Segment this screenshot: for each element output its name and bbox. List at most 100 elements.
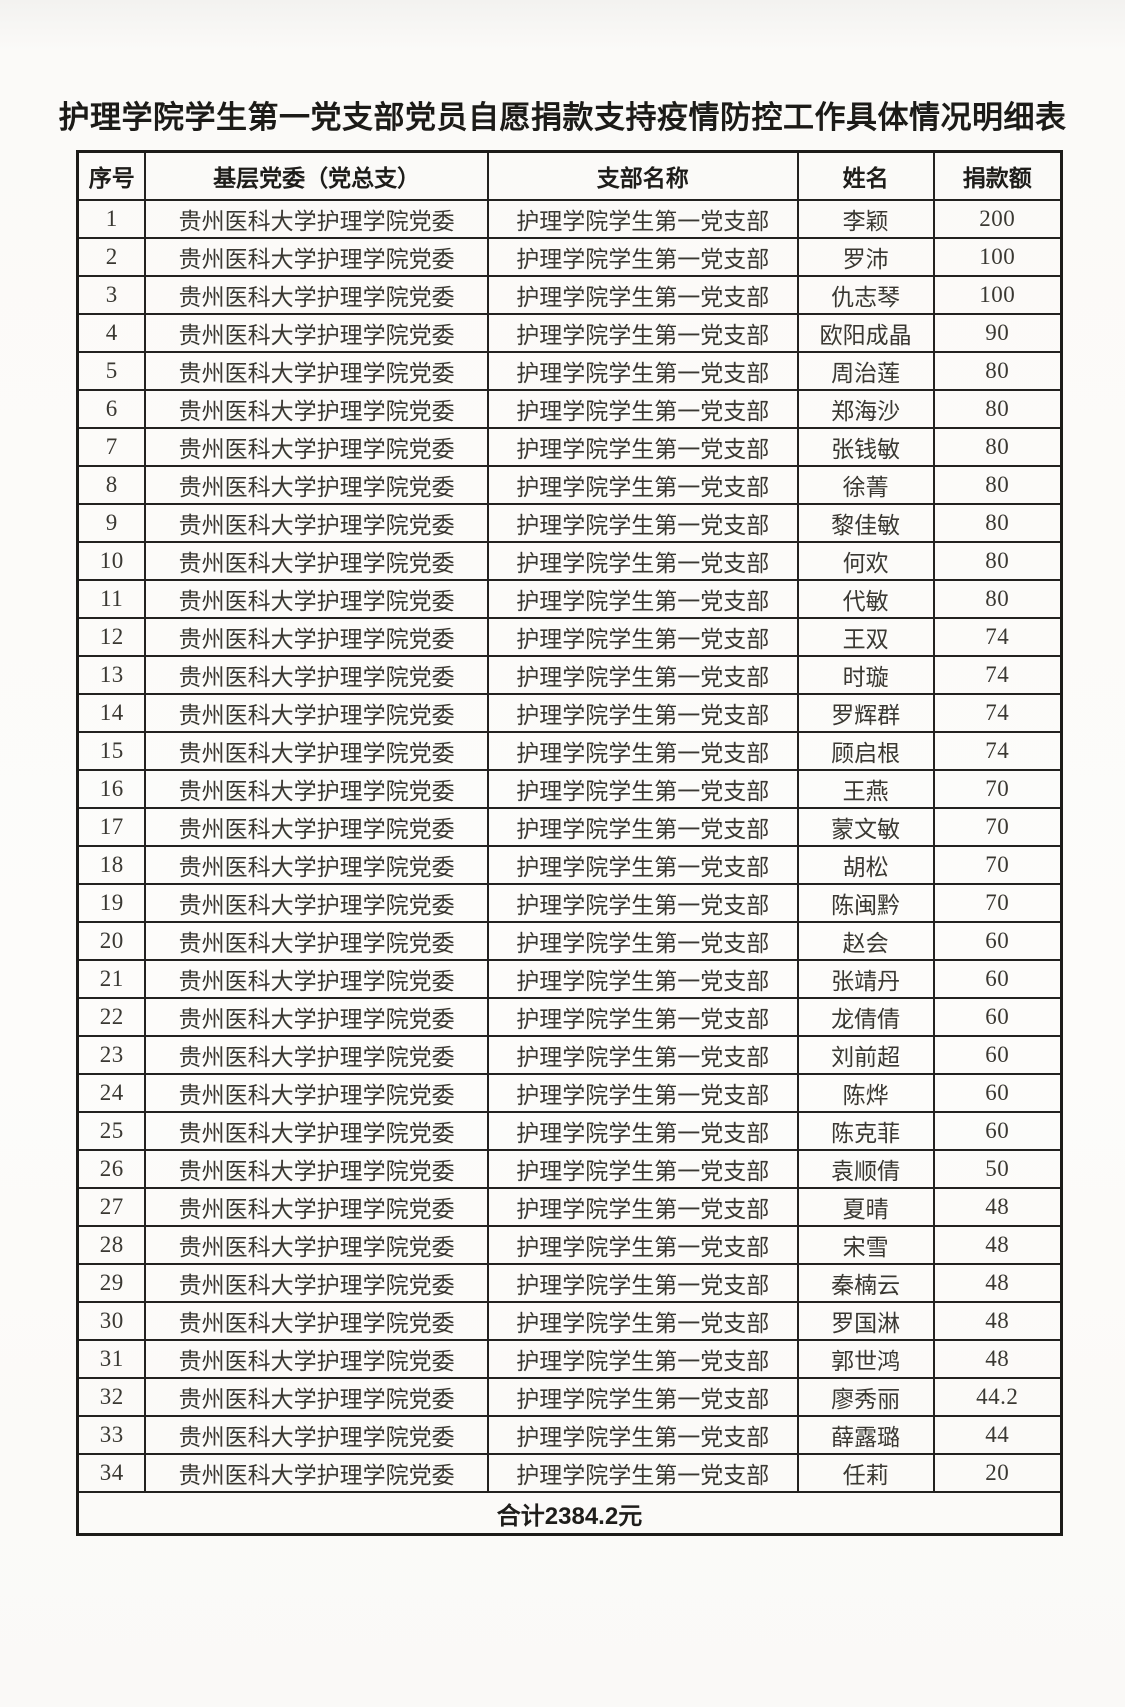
cell-serial: 10 — [76, 541, 147, 581]
cell-name: 张钱敏 — [796, 427, 935, 467]
cell-branch: 护理学院学生第一党支部 — [486, 313, 799, 353]
cell-name: 罗沛 — [796, 237, 935, 277]
table-row: 20 贵州医科大学护理学院党委 护理学院学生第一党支部 赵会 60 — [76, 921, 1063, 961]
cell-serial: 21 — [76, 959, 147, 999]
cell-committee: 贵州医科大学护理学院党委 — [144, 655, 489, 695]
cell-serial: 3 — [76, 275, 147, 315]
cell-name: 李颖 — [796, 199, 935, 239]
table-row: 13 贵州医科大学护理学院党委 护理学院学生第一党支部 时璇 74 — [76, 655, 1063, 695]
cell-amount: 60 — [932, 959, 1063, 999]
table-row: 12 贵州医科大学护理学院党委 护理学院学生第一党支部 王双 74 — [76, 617, 1063, 657]
table-row: 10 贵州医科大学护理学院党委 护理学院学生第一党支部 何欢 80 — [76, 541, 1063, 581]
cell-branch: 护理学院学生第一党支部 — [486, 1187, 799, 1227]
table-row: 16 贵州医科大学护理学院党委 护理学院学生第一党支部 王燕 70 — [76, 769, 1063, 809]
cell-amount: 20 — [932, 1453, 1063, 1493]
cell-serial: 13 — [76, 655, 147, 695]
table-row: 26 贵州医科大学护理学院党委 护理学院学生第一党支部 袁顺倩 50 — [76, 1149, 1063, 1189]
cell-committee: 贵州医科大学护理学院党委 — [144, 1111, 489, 1151]
cell-committee: 贵州医科大学护理学院党委 — [144, 997, 489, 1037]
cell-serial: 24 — [76, 1073, 147, 1113]
cell-amount: 60 — [932, 997, 1063, 1037]
cell-branch: 护理学院学生第一党支部 — [486, 731, 799, 771]
cell-name: 赵会 — [796, 921, 935, 961]
cell-amount: 60 — [932, 1111, 1063, 1151]
cell-committee: 贵州医科大学护理学院党委 — [144, 541, 489, 581]
cell-committee: 贵州医科大学护理学院党委 — [144, 1187, 489, 1227]
cell-amount: 44.2 — [932, 1377, 1063, 1417]
cell-committee: 贵州医科大学护理学院党委 — [144, 503, 489, 543]
table-row: 9 贵州医科大学护理学院党委 护理学院学生第一党支部 黎佳敏 80 — [76, 503, 1063, 543]
cell-branch: 护理学院学生第一党支部 — [486, 579, 799, 619]
cell-amount: 80 — [932, 579, 1063, 619]
cell-branch: 护理学院学生第一党支部 — [486, 199, 799, 239]
cell-branch: 护理学院学生第一党支部 — [486, 275, 799, 315]
cell-amount: 50 — [932, 1149, 1063, 1189]
cell-serial: 8 — [76, 465, 147, 505]
cell-serial: 27 — [76, 1187, 147, 1227]
cell-committee: 贵州医科大学护理学院党委 — [144, 1339, 489, 1379]
cell-serial: 15 — [76, 731, 147, 771]
cell-branch: 护理学院学生第一党支部 — [486, 1073, 799, 1113]
cell-committee: 贵州医科大学护理学院党委 — [144, 313, 489, 353]
cell-name: 罗国淋 — [796, 1301, 935, 1341]
cell-branch: 护理学院学生第一党支部 — [486, 807, 799, 847]
table-row: 28 贵州医科大学护理学院党委 护理学院学生第一党支部 宋雪 48 — [76, 1225, 1063, 1265]
cell-serial: 16 — [76, 769, 147, 809]
cell-amount: 200 — [932, 199, 1063, 239]
cell-serial: 23 — [76, 1035, 147, 1075]
cell-serial: 2 — [76, 237, 147, 277]
table-row: 24 贵州医科大学护理学院党委 护理学院学生第一党支部 陈烨 60 — [76, 1073, 1063, 1113]
donation-table-footer: 合计2384.2元 — [76, 1491, 1063, 1536]
cell-branch: 护理学院学生第一党支部 — [486, 541, 799, 581]
cell-serial: 9 — [76, 503, 147, 543]
cell-committee: 贵州医科大学护理学院党委 — [144, 199, 489, 239]
cell-serial: 19 — [76, 883, 147, 923]
cell-serial: 30 — [76, 1301, 147, 1341]
cell-serial: 4 — [76, 313, 147, 353]
cell-committee: 贵州医科大学护理学院党委 — [144, 731, 489, 771]
cell-name: 罗辉群 — [796, 693, 935, 733]
cell-name: 顾启根 — [796, 731, 935, 771]
cell-serial: 5 — [76, 351, 147, 391]
cell-serial: 25 — [76, 1111, 147, 1151]
cell-committee: 贵州医科大学护理学院党委 — [144, 1035, 489, 1075]
header-row: 序号 基层党委（党总支） 支部名称 姓名 捐款额 — [76, 150, 1063, 201]
cell-amount: 74 — [932, 655, 1063, 695]
page-title: 护理学院学生第一党支部党员自愿捐款支持疫情防控工作具体情况明细表 — [58, 100, 1067, 135]
cell-committee: 贵州医科大学护理学院党委 — [144, 1301, 489, 1341]
table-row: 5 贵州医科大学护理学院党委 护理学院学生第一党支部 周治莲 80 — [76, 351, 1063, 391]
cell-serial: 17 — [76, 807, 147, 847]
cell-name: 陈克菲 — [796, 1111, 935, 1151]
cell-branch: 护理学院学生第一党支部 — [486, 1301, 799, 1341]
table-row: 6 贵州医科大学护理学院党委 护理学院学生第一党支部 郑海沙 80 — [76, 389, 1063, 429]
cell-serial: 34 — [76, 1453, 147, 1493]
cell-name: 王燕 — [796, 769, 935, 809]
cell-committee: 贵州医科大学护理学院党委 — [144, 237, 489, 277]
table-row: 8 贵州医科大学护理学院党委 护理学院学生第一党支部 徐菁 80 — [76, 465, 1063, 505]
cell-name: 袁顺倩 — [796, 1149, 935, 1189]
cell-amount: 48 — [932, 1263, 1063, 1303]
cell-branch: 护理学院学生第一党支部 — [486, 769, 799, 809]
cell-serial: 11 — [76, 579, 147, 619]
cell-amount: 70 — [932, 769, 1063, 809]
cell-amount: 80 — [932, 541, 1063, 581]
table-row: 18 贵州医科大学护理学院党委 护理学院学生第一党支部 胡松 70 — [76, 845, 1063, 885]
table-row: 1 贵州医科大学护理学院党委 护理学院学生第一党支部 李颖 200 — [76, 199, 1063, 239]
cell-committee: 贵州医科大学护理学院党委 — [144, 617, 489, 657]
cell-serial: 31 — [76, 1339, 147, 1379]
cell-committee: 贵州医科大学护理学院党委 — [144, 1453, 489, 1493]
cell-committee: 贵州医科大学护理学院党委 — [144, 883, 489, 923]
cell-name: 郑海沙 — [796, 389, 935, 429]
cell-committee: 贵州医科大学护理学院党委 — [144, 275, 489, 315]
table-row: 21 贵州医科大学护理学院党委 护理学院学生第一党支部 张靖丹 60 — [76, 959, 1063, 999]
cell-amount: 80 — [932, 389, 1063, 429]
cell-branch: 护理学院学生第一党支部 — [486, 1415, 799, 1455]
cell-committee: 贵州医科大学护理学院党委 — [144, 845, 489, 885]
cell-committee: 贵州医科大学护理学院党委 — [144, 1073, 489, 1113]
table-row: 33 贵州医科大学护理学院党委 护理学院学生第一党支部 薛露璐 44 — [76, 1415, 1063, 1455]
cell-name: 黎佳敏 — [796, 503, 935, 543]
cell-amount: 44 — [932, 1415, 1063, 1455]
cell-branch: 护理学院学生第一党支部 — [486, 503, 799, 543]
table-row: 29 贵州医科大学护理学院党委 护理学院学生第一党支部 秦楠云 48 — [76, 1263, 1063, 1303]
cell-name: 宋雪 — [796, 1225, 935, 1265]
